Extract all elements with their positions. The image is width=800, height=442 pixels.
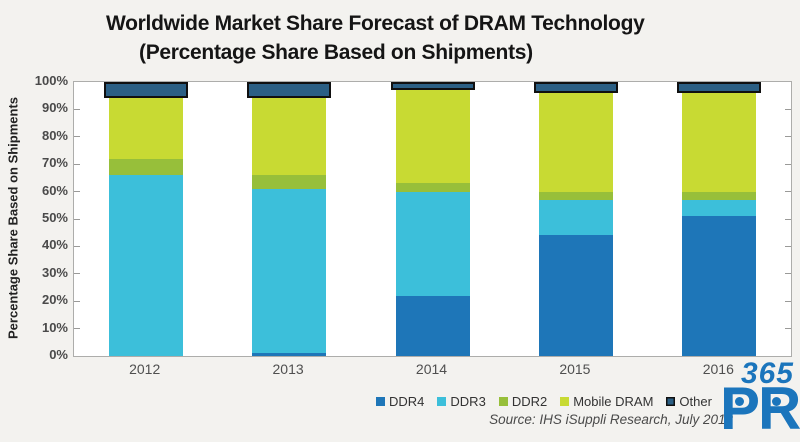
bar-segment-ddr4-2013 — [252, 353, 327, 356]
bar-segment-other-2013 — [247, 82, 332, 99]
source-credit: Source: IHS iSuppli Research, July 2012 — [489, 412, 733, 427]
bar-segment-ddr2-2015 — [538, 191, 613, 200]
legend-label: DDR2 — [511, 394, 548, 409]
axis-tickmark — [785, 218, 791, 220]
stacked-bar-2015 — [533, 82, 618, 356]
x-axis-label-2016: 2016 — [702, 361, 734, 377]
axis-tickmark — [785, 163, 791, 165]
axis-tickmark — [785, 300, 791, 302]
legend-marker-icon — [376, 397, 385, 406]
axis-tickmark — [74, 328, 80, 330]
bar-segment-ddr4-2014 — [395, 295, 470, 356]
bar-segment-ddr3-2013 — [252, 188, 327, 354]
bar-segment-ddr2-2016 — [682, 191, 757, 200]
bar-segment-ddr4-2015 — [538, 235, 613, 356]
x-axis-label-2015: 2015 — [559, 361, 591, 377]
bar-segment-ddr3-2012 — [108, 175, 183, 356]
y-tick-label-0: 0% — [49, 347, 68, 362]
x-axis-label-2014: 2014 — [415, 361, 448, 377]
axis-tickmark — [785, 328, 791, 330]
legend-label: DDR3 — [450, 394, 486, 409]
bar-segment-ddr3-2015 — [538, 199, 613, 236]
x-axis-label-2012: 2012 — [129, 361, 161, 377]
y-tick-label-70: 70% — [41, 155, 68, 171]
bar-segment-ddr3-2014 — [395, 191, 470, 296]
stacked-bar-2013 — [247, 82, 332, 356]
legend-item-mobile-dram: Mobile DRAM — [560, 394, 653, 409]
legend-marker-icon — [437, 397, 447, 406]
axis-tickmark — [74, 136, 80, 138]
stacked-bar-2012 — [103, 82, 188, 356]
axis-tickmark — [74, 191, 80, 193]
legend-item-ddr2: DDR2 — [498, 394, 548, 409]
axis-tickmark — [74, 273, 80, 275]
bar-segment-ddr2-2014 — [395, 183, 470, 192]
bar-segment-other-2015 — [533, 82, 618, 93]
logo-pr-text: PR — [720, 379, 800, 440]
axis-tickmark — [74, 300, 80, 302]
bar-segment-ddr4-2016 — [682, 216, 757, 356]
y-tick-label-50: 50% — [41, 210, 68, 225]
bar-segment-other-2014 — [390, 82, 475, 91]
bar-segment-ddr2-2012 — [108, 158, 183, 176]
bar-segment-ddr3-2016 — [682, 199, 757, 217]
legend-item-other: Other — [666, 394, 712, 409]
legend-marker-icon — [666, 397, 676, 406]
y-tick-label-60: 60% — [41, 182, 68, 198]
axis-tickmark — [785, 191, 791, 193]
y-axis-label: Percentage Share Based on Shipments — [5, 96, 21, 340]
y-tick-label-40: 40% — [41, 237, 68, 253]
bar-segment-ddr2-2013 — [252, 175, 327, 189]
logo-eye-icon — [735, 397, 744, 406]
axis-tickmark — [785, 273, 791, 275]
legend-marker-icon — [560, 397, 570, 406]
bar-segment-mobile-dram-2016 — [682, 92, 757, 192]
axis-tickmark — [785, 245, 791, 247]
bar-segment-mobile-dram-2013 — [252, 98, 327, 176]
chart-title-line1: Worldwide Market Share Forecast of DRAM … — [106, 12, 645, 35]
bar-segment-mobile-dram-2012 — [108, 98, 183, 159]
legend-item-ddr3: DDR3 — [437, 394, 486, 409]
axis-tickmark — [74, 108, 80, 110]
y-tick-label-20: 20% — [41, 292, 68, 308]
stacked-bar-2014 — [390, 82, 475, 356]
y-tick-label-100: 100% — [34, 73, 68, 88]
axis-tickmark — [785, 136, 791, 138]
plot-area — [73, 81, 792, 357]
bar-segment-other-2012 — [103, 82, 188, 99]
stacked-bar-2016 — [677, 82, 762, 356]
logo-pr-letters: PR — [720, 375, 800, 442]
bar-segment-other-2016 — [677, 82, 762, 93]
legend-label: DDR4 — [389, 394, 425, 409]
axis-tickmark — [74, 245, 80, 247]
axis-tickmark — [74, 218, 80, 220]
chart-legend: DDR4 DDR3 DDR2 Mobile DRAM Other — [376, 394, 712, 409]
x-axis-label-2013: 2013 — [272, 361, 304, 377]
bar-segment-mobile-dram-2015 — [538, 92, 613, 192]
legend-label: Other — [679, 394, 712, 409]
y-tick-label-90: 90% — [41, 100, 68, 116]
logo-365-text: 365 — [740, 357, 794, 390]
y-tick-label-10: 10% — [41, 319, 68, 335]
legend-marker-icon — [498, 397, 508, 406]
chart-title-line2: (Percentage Share Based on Shipments) — [139, 41, 533, 64]
legend-label: Mobile DRAM — [573, 394, 654, 409]
bar-segment-mobile-dram-2014 — [395, 90, 470, 184]
axis-tickmark — [74, 163, 80, 165]
axis-tickmark — [785, 108, 791, 110]
logo-eye-icon — [772, 397, 781, 406]
y-tick-label-80: 80% — [41, 127, 68, 143]
y-tick-label-30: 30% — [41, 264, 68, 280]
365pr-logo: 365 PR — [720, 354, 800, 440]
legend-item-ddr4: DDR4 — [376, 394, 424, 409]
